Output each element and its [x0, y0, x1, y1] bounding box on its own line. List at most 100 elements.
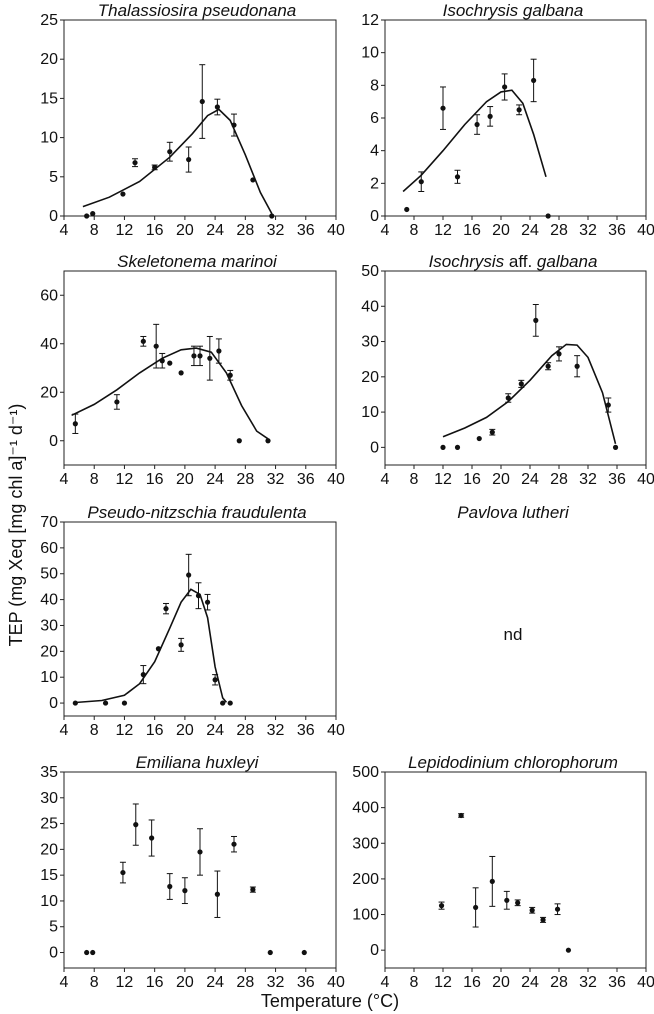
x-tick-label: 16 — [146, 974, 164, 991]
panel-title-part: aff. — [504, 252, 537, 271]
data-point — [149, 835, 154, 840]
x-tick-label: 8 — [90, 471, 99, 488]
data-point — [215, 104, 220, 109]
y-tick-label: 0 — [370, 942, 379, 959]
data-point — [186, 572, 191, 577]
data-point — [215, 892, 220, 897]
data-point — [490, 430, 495, 435]
x-tick-label: 16 — [146, 722, 164, 739]
panel-title: Pavlova lutheri — [457, 503, 570, 522]
plot-frame — [385, 20, 646, 216]
y-tick-label: 30 — [40, 790, 58, 807]
x-tick-label: 40 — [327, 974, 345, 991]
y-tick-label: 30 — [361, 334, 379, 351]
panel-title: Skeletonema marinoi — [117, 252, 278, 271]
data-point — [459, 813, 464, 818]
x-tick-label: 12 — [116, 974, 134, 991]
data-point — [84, 213, 89, 218]
y-tick-label: 20 — [40, 384, 58, 401]
y-tick-label: 20 — [40, 841, 58, 858]
data-point — [220, 700, 225, 705]
x-tick-label: 4 — [60, 722, 69, 739]
nd-annotation: nd — [504, 625, 523, 644]
x-tick-label: 20 — [176, 471, 194, 488]
y-tick-label: 0 — [49, 945, 58, 962]
data-point — [268, 950, 273, 955]
data-point — [167, 884, 172, 889]
data-point — [163, 606, 168, 611]
x-tick-label: 12 — [434, 974, 452, 991]
x-tick-label: 16 — [463, 974, 481, 991]
data-point — [265, 438, 270, 443]
panel-1: Thalassiosira pseudonana 4 8 12 16 20 24 28 32 36… — [40, 1, 345, 239]
x-tick-label: 32 — [267, 471, 285, 488]
x-tick-label: 32 — [579, 974, 597, 991]
panel-title-part: Isochrysis — [429, 252, 505, 271]
data-point — [490, 879, 495, 884]
data-point — [152, 165, 157, 170]
fit-curve — [75, 589, 226, 702]
y-tick-label: 50 — [40, 566, 58, 583]
x-tick-label: 32 — [267, 722, 285, 739]
y-tick-label: 10 — [361, 45, 379, 62]
x-tick-label: 12 — [116, 222, 134, 239]
data-point — [141, 339, 146, 344]
data-point — [141, 672, 146, 677]
y-axis-label: TEP (mg Xeq [mg chl a]⁻¹ d⁻¹) — [6, 404, 26, 647]
data-point — [179, 370, 184, 375]
x-tick-label: 20 — [492, 471, 510, 488]
y-tick-label: 20 — [40, 643, 58, 660]
y-tick-label: 500 — [352, 764, 379, 781]
data-point — [237, 438, 242, 443]
panel-title: Emiliana huxleyi — [136, 753, 260, 772]
x-tick-label: 12 — [434, 222, 452, 239]
data-point — [473, 905, 478, 910]
panel-4: Isochrysis aff. galbana4 8 12 16 20 24 28 32 36 4… — [361, 252, 654, 488]
data-point — [114, 399, 119, 404]
data-point — [228, 373, 233, 378]
y-tick-label: 30 — [40, 617, 58, 634]
data-point — [531, 78, 536, 83]
x-tick-label: 32 — [267, 974, 285, 991]
x-tick-label: 36 — [608, 974, 626, 991]
x-tick-label: 40 — [327, 222, 345, 239]
x-tick-label: 32 — [267, 222, 285, 239]
data-point — [156, 646, 161, 651]
y-tick-label: 100 — [352, 907, 379, 924]
data-point — [182, 888, 187, 893]
panel-title-part: galbana — [537, 252, 598, 271]
y-tick-label: 50 — [361, 263, 379, 280]
data-point — [439, 903, 444, 908]
plot-frame — [385, 772, 646, 968]
x-tick-label: 4 — [381, 222, 390, 239]
data-point — [555, 907, 560, 912]
data-point — [160, 358, 165, 363]
y-tick-label: 0 — [49, 695, 58, 712]
x-tick-label: 12 — [434, 471, 452, 488]
data-point — [540, 917, 545, 922]
x-tick-label: 24 — [521, 471, 539, 488]
plot-frame — [64, 522, 336, 716]
x-tick-label: 40 — [327, 722, 345, 739]
y-tick-label: 10 — [40, 130, 58, 147]
data-point — [132, 160, 137, 165]
x-tick-label: 20 — [176, 222, 194, 239]
data-point — [575, 364, 580, 369]
x-tick-label: 4 — [381, 471, 390, 488]
x-tick-label: 12 — [116, 722, 134, 739]
x-tick-label: 24 — [206, 471, 224, 488]
x-tick-label: 16 — [463, 471, 481, 488]
x-tick-label: 20 — [492, 974, 510, 991]
x-tick-label: 8 — [90, 974, 99, 991]
y-tick-label: 0 — [49, 433, 58, 450]
panel-title: Lepidodinium chlorophorum — [408, 753, 618, 772]
x-tick-label: 36 — [297, 722, 315, 739]
data-point — [84, 950, 89, 955]
data-point — [197, 849, 202, 854]
data-point — [179, 642, 184, 647]
data-point — [474, 122, 479, 127]
x-tick-label: 4 — [381, 974, 390, 991]
panel-title: Isochrysis galbana — [443, 1, 584, 20]
